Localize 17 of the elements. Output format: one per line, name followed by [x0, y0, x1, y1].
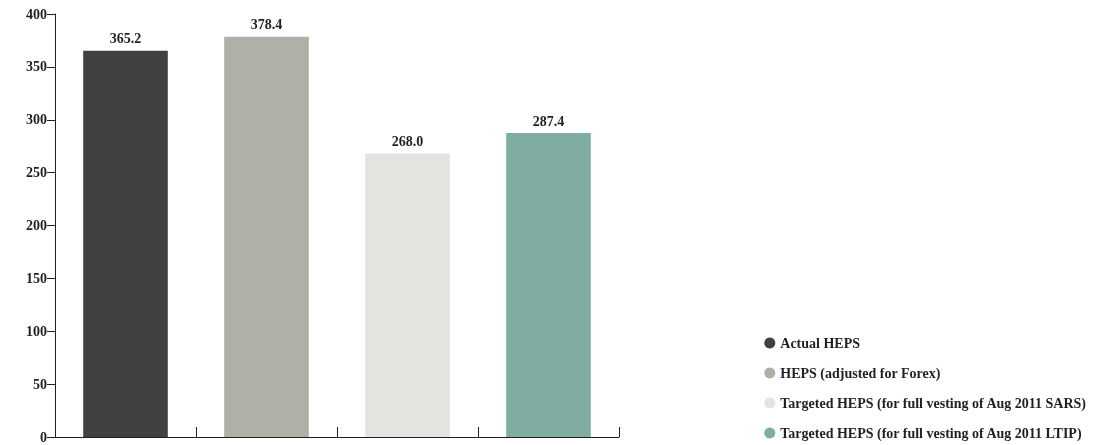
legend-label: Actual HEPS	[780, 335, 861, 351]
y-tick-label: 50	[33, 376, 47, 392]
data-label: 287.4	[532, 113, 565, 129]
y-tick-label: 0	[40, 429, 47, 445]
legend-label: Targeted HEPS (for full vesting of Aug 2011 LTIP)	[780, 425, 1082, 442]
data-label: 378.4	[250, 17, 283, 33]
y-tick-label: 200	[26, 218, 47, 233]
y-tick-label: 400	[26, 6, 47, 22]
legend-label: Targeted HEPS (for full vesting of Aug 2011 SARS)	[780, 395, 1087, 412]
y-tick-label: 250	[26, 165, 47, 181]
y-tick-label: 150	[26, 270, 47, 286]
y-tick-label: 350	[26, 59, 47, 75]
y-tick-label: 100	[26, 323, 47, 339]
data-label: 268.0	[391, 134, 424, 150]
data-label: 365.2	[109, 31, 142, 47]
legend-label: HEPS (adjusted for Forex)	[780, 365, 941, 382]
y-tick-label: 300	[26, 112, 47, 128]
